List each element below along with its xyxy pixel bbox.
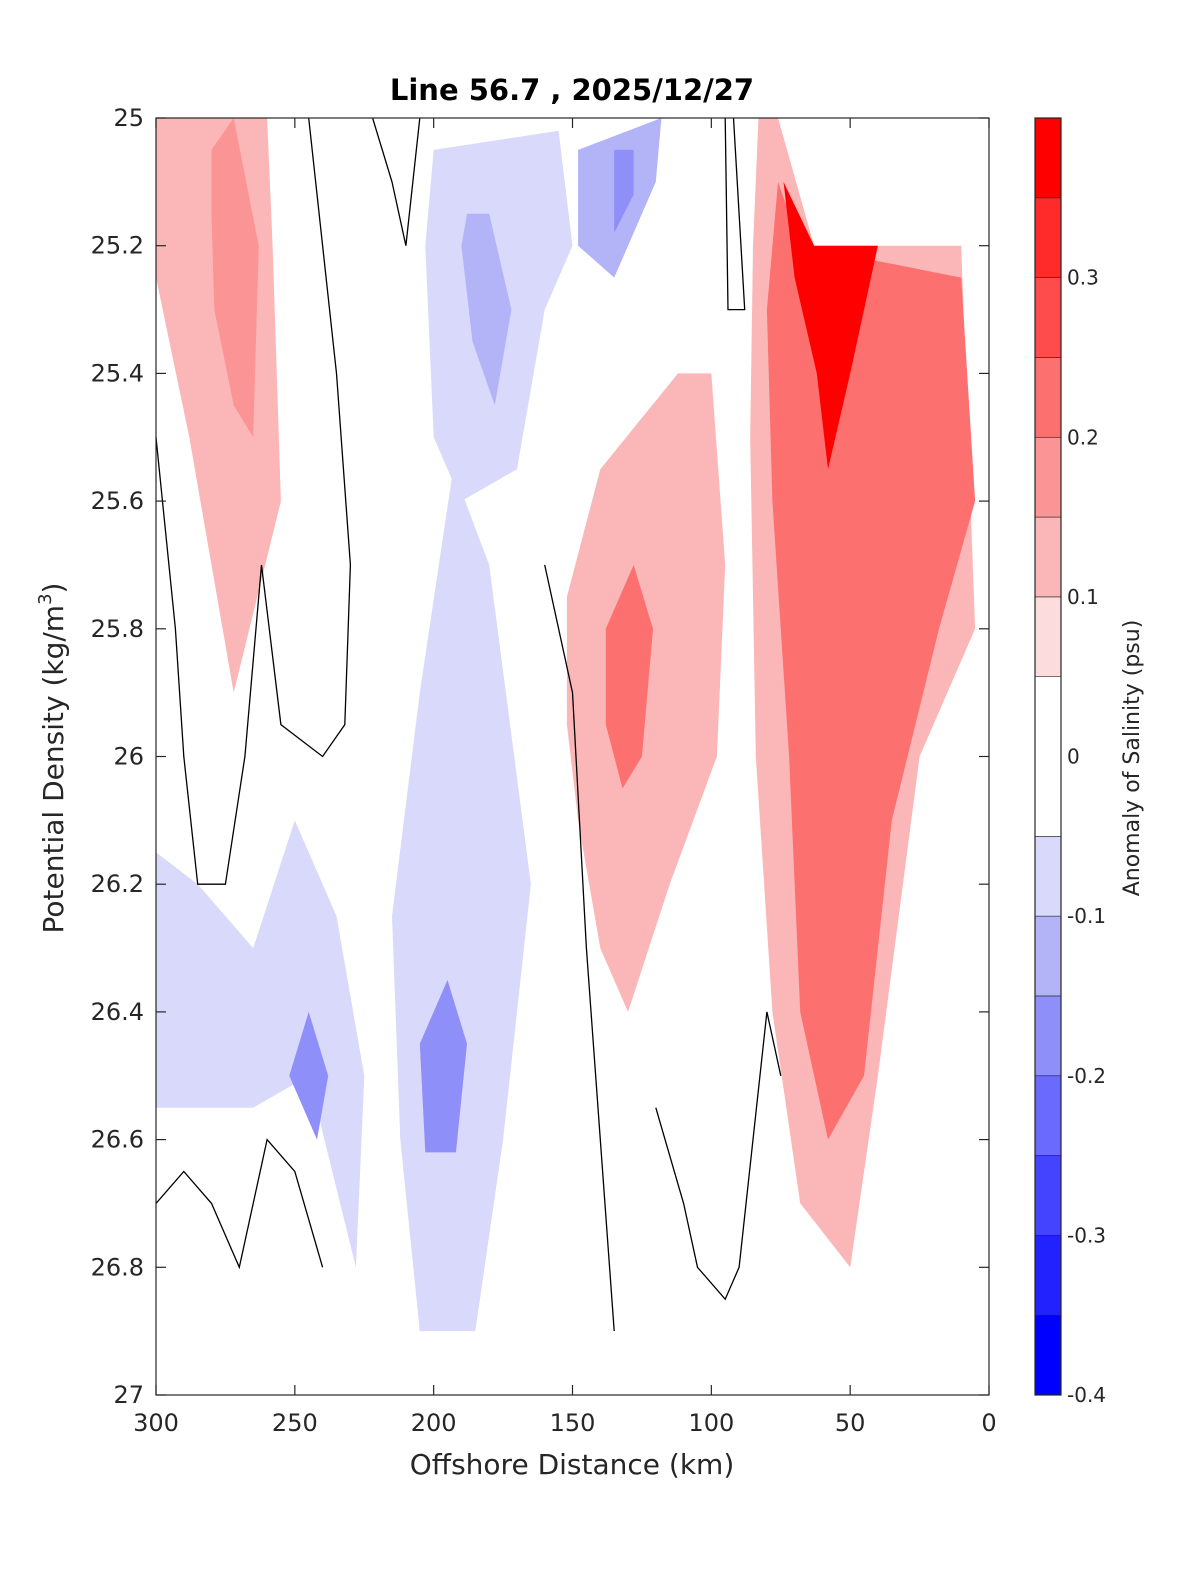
chart-title: Line 56.7 , 2025/12/27: [390, 73, 754, 107]
x-axis-label: Offshore Distance (km): [410, 1448, 735, 1481]
y-tick-label: 25.8: [91, 615, 144, 643]
x-tick-label: 100: [688, 1409, 734, 1437]
x-tick-label: 250: [272, 1409, 318, 1437]
y-tick-label: 26.2: [91, 870, 144, 898]
colorbar-level-swatch: [1034, 1155, 1062, 1236]
contour-region-positive-core-275km-inner: [211, 118, 259, 438]
colorbar-level-swatch: [1034, 676, 1062, 837]
y-tick-label: 25.4: [91, 359, 144, 387]
colorbar-level-swatch: [1034, 516, 1062, 598]
y-axis-label-main: Potential Density (kg/m: [37, 605, 70, 934]
colorbar-ticks: 0.3 0.2 0.1 0 -0.1 -0.2 -0.3 -0.4: [1067, 266, 1106, 1407]
colorbar-label: Anomaly of Salinity (psu): [1120, 620, 1145, 897]
y-tick-label: 27: [113, 1381, 144, 1409]
y-axis-ticks: 25 25.2 25.4 25.6 25.8 26 26.2 26.4 26.6 26.8 27: [91, 104, 989, 1409]
colorbar-level-swatch: [1034, 436, 1062, 518]
zero-contour-left: [155, 117, 352, 885]
colorbar-frame: [1034, 117, 1062, 1396]
colorbar-level-swatch: [1034, 596, 1062, 677]
colorbar-level-swatch: [1034, 277, 1062, 358]
colorbar-level-swatch: [1034, 1235, 1062, 1316]
contour-region-negative-upper-135km-inner: [614, 149, 634, 233]
contour-region-negative-lower-left: [156, 820, 365, 1268]
contour-region-positive-mid-130km-inner: [605, 564, 653, 789]
colorbar: [1034, 117, 1062, 1396]
contour-regions: [156, 118, 976, 1332]
y-tick-label: 25.2: [91, 232, 144, 260]
zero-contour-lines: [155, 117, 782, 1332]
contour-region-negative-lower-200km-inner: [419, 980, 467, 1153]
colorbar-tick-label: 0.3: [1067, 266, 1099, 290]
x-tick-label: 300: [133, 1409, 179, 1437]
colorbar-level-swatch: [1034, 117, 1062, 199]
zero-contour-bottom-left: [155, 1138, 324, 1270]
contour-region-positive-coastal-core: [783, 181, 878, 470]
y-tick-label: 26.4: [91, 998, 144, 1026]
zero-contour-right-upper: [724, 117, 746, 311]
colorbar-tick-label: -0.3: [1067, 1223, 1106, 1247]
colorbar-level-swatch: [1034, 915, 1062, 997]
colorbar-tick-label: -0.2: [1067, 1064, 1106, 1088]
colorbar-level-swatch: [1034, 1075, 1062, 1156]
contour-region-negative-upper-190km-inner: [461, 213, 512, 406]
y-tick-label: 26.6: [91, 1126, 144, 1154]
y-axis-label-close: ): [37, 583, 70, 594]
y-axis-label: Potential Density (kg/m3): [35, 583, 70, 934]
colorbar-tick-label: -0.4: [1067, 1383, 1106, 1407]
x-tick-label: 200: [411, 1409, 457, 1437]
y-tick-label: 26.8: [91, 1253, 144, 1281]
x-tick-label: 150: [550, 1409, 596, 1437]
x-axis-ticks: 300 250 200 150 100 50 0: [133, 118, 997, 1437]
zero-contour-upper: [371, 117, 421, 246]
y-tick-label: 26: [113, 743, 144, 771]
colorbar-level-swatch: [1034, 1314, 1062, 1396]
y-tick-label: 25.6: [91, 487, 144, 515]
colorbar-tick-label: -0.1: [1067, 904, 1106, 928]
colorbar-tick-label: 0.1: [1067, 585, 1099, 609]
contour-region-positive-coastal-band-inner: [766, 181, 976, 1140]
zero-contour-mid: [544, 564, 615, 1332]
y-tick-label: 25: [113, 104, 144, 132]
contour-region-negative-lower-245km-inner: [289, 1011, 329, 1140]
colorbar-level-swatch: [1034, 357, 1062, 438]
colorbar-level-swatch: [1034, 197, 1062, 278]
colorbar-tick-label: 0.2: [1067, 425, 1099, 449]
x-tick-label: 0: [981, 1409, 996, 1437]
colorbar-tick-label: 0: [1067, 745, 1080, 769]
zero-contour-lower-right: [655, 1011, 782, 1301]
x-tick-label: 50: [835, 1409, 866, 1437]
colorbar-level-swatch: [1034, 995, 1062, 1077]
colorbar-level-swatch: [1034, 836, 1062, 917]
y-axis-label-superscript: 3: [35, 593, 56, 604]
